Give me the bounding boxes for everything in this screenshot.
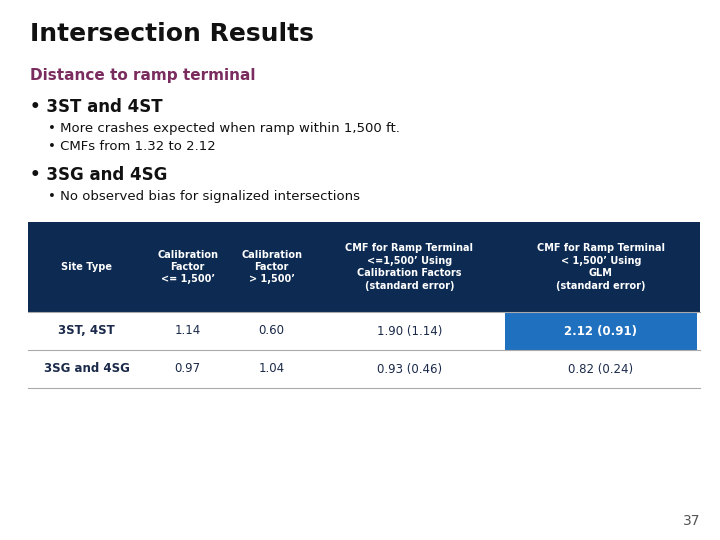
Bar [28, 312, 700, 350]
Bar [28, 222, 700, 312]
Text: 0.97: 0.97 [174, 362, 201, 375]
Text: Calibration
Factor
> 1,500’: Calibration Factor > 1,500’ [241, 249, 302, 285]
Text: • No observed bias for signalized intersections: • No observed bias for signalized inters… [48, 190, 360, 203]
Text: 3SG and 4SG: 3SG and 4SG [44, 362, 130, 375]
Text: Distance to ramp terminal: Distance to ramp terminal [30, 68, 256, 83]
Bar [28, 350, 700, 388]
Text: 0.60: 0.60 [258, 325, 284, 338]
Text: 1.04: 1.04 [258, 362, 284, 375]
Text: CMF for Ramp Terminal
<=1,500’ Using
Calibration Factors
(standard error): CMF for Ramp Terminal <=1,500’ Using Cal… [346, 244, 473, 291]
Bar [505, 312, 697, 350]
Text: CMF for Ramp Terminal
< 1,500’ Using
GLM
(standard error): CMF for Ramp Terminal < 1,500’ Using GLM… [537, 244, 665, 291]
Text: 2.12 (0.91): 2.12 (0.91) [564, 325, 637, 338]
Text: 1.14: 1.14 [174, 325, 201, 338]
Text: • More crashes expected when ramp within 1,500 ft.: • More crashes expected when ramp within… [48, 122, 400, 135]
Text: 37: 37 [683, 514, 700, 528]
Text: Intersection Results: Intersection Results [30, 22, 314, 46]
Text: 0.82 (0.24): 0.82 (0.24) [568, 362, 634, 375]
Text: 0.93 (0.46): 0.93 (0.46) [377, 362, 442, 375]
Text: • 3ST and 4ST: • 3ST and 4ST [30, 98, 163, 116]
Text: 3ST, 4ST: 3ST, 4ST [58, 325, 115, 338]
Text: • 3SG and 4SG: • 3SG and 4SG [30, 166, 167, 184]
Text: Site Type: Site Type [61, 262, 112, 272]
Text: 1.90 (1.14): 1.90 (1.14) [377, 325, 442, 338]
Text: Calibration
Factor
<= 1,500’: Calibration Factor <= 1,500’ [157, 249, 218, 285]
Text: • CMFs from 1.32 to 2.12: • CMFs from 1.32 to 2.12 [48, 140, 216, 153]
